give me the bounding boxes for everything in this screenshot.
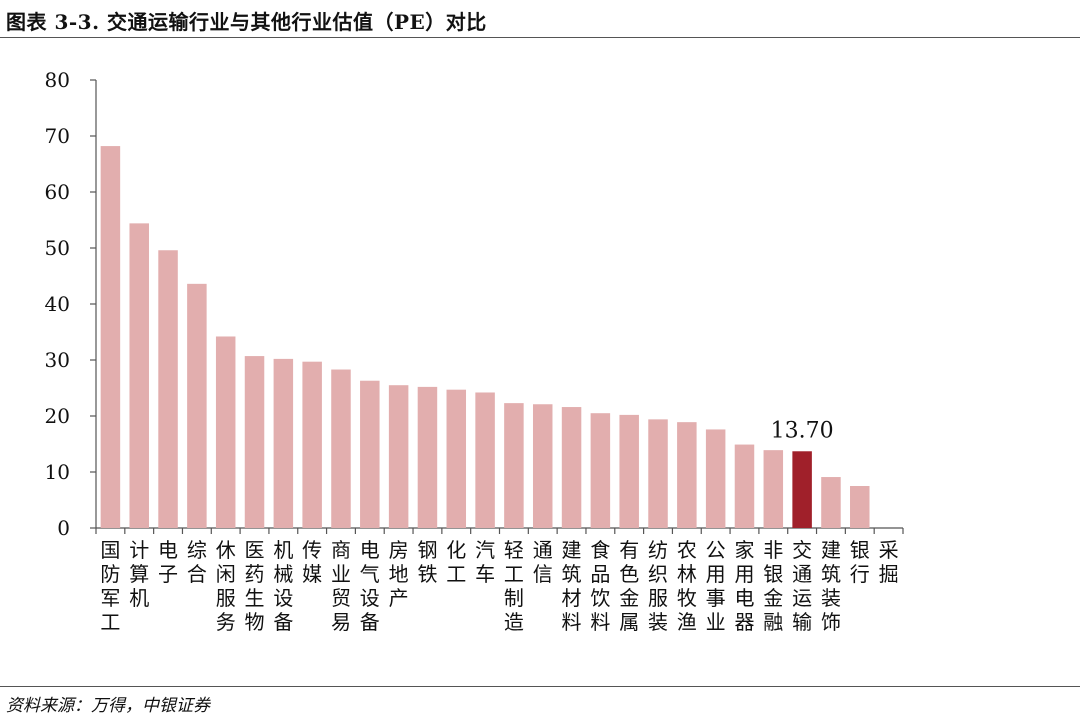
category-label: 银行	[850, 538, 870, 586]
category-labels: 国防军工计算机电子综合休闲服务医药生物机械设备传媒商业贸易电气设备房地产钢铁化工…	[100, 538, 898, 634]
bar-12	[417, 386, 438, 528]
bar-26	[821, 477, 841, 528]
y-tick-label: 20	[45, 404, 70, 428]
bar-11	[388, 385, 409, 528]
category-label: 综合	[187, 538, 207, 586]
category-label: 医药生物	[245, 538, 265, 634]
x-axis	[95, 527, 904, 534]
category-label: 纺织服装	[648, 538, 668, 634]
chart-title: 图表 3-3. 交通运输行业与其他行业估值（PE）对比	[6, 10, 487, 34]
y-tick-label: 60	[45, 180, 70, 204]
category-label: 机械设备	[273, 538, 293, 634]
category-label: 公用事业	[706, 538, 726, 634]
bar-chart: 0 10 20 30 40 50 60 70 80 国防军工计算机电子综合休闲服务医药生物机械设…	[45, 68, 904, 634]
bar-3	[158, 250, 178, 529]
bar-24	[763, 450, 784, 528]
bar-15	[504, 403, 524, 528]
bar-9	[331, 369, 351, 528]
category-label: 有色金属	[619, 538, 639, 634]
category-label: 电气设备	[360, 538, 380, 634]
category-label: 采掘	[879, 538, 899, 586]
title-divider	[0, 37, 1080, 38]
bar-5	[215, 336, 236, 528]
category-label: 农林牧渔	[677, 538, 697, 634]
y-tick-label: 80	[45, 68, 70, 92]
bar-8	[302, 361, 322, 528]
bar-7	[273, 358, 294, 528]
bar-21	[677, 422, 697, 528]
bar-4	[187, 283, 207, 528]
category-label: 轻工制造	[504, 538, 524, 634]
bar-19	[619, 414, 639, 528]
y-tick-label: 30	[45, 348, 70, 372]
y-tick-label: 50	[45, 236, 70, 260]
y-tick-label: 0	[57, 516, 70, 540]
bar-18	[590, 413, 611, 528]
bars	[100, 146, 870, 529]
category-label: 化工	[446, 538, 466, 586]
category-label: 通信	[533, 538, 553, 586]
category-label: 建筑装饰	[821, 538, 841, 634]
category-label: 电子	[158, 538, 178, 586]
category-label: 国防军工	[100, 538, 120, 634]
bar-20	[648, 419, 668, 528]
y-axis: 0 10 20 30 40 50 60 70 80	[45, 68, 97, 540]
data-label: 13.70	[771, 418, 834, 443]
bar-14	[475, 392, 495, 528]
category-label: 家用电器	[734, 538, 754, 634]
category-label: 休闲服务	[216, 538, 236, 634]
bar-23	[734, 444, 755, 528]
bar-13	[446, 389, 467, 528]
bar-10	[360, 380, 380, 528]
bar-2	[129, 223, 149, 529]
category-label: 钢铁	[417, 538, 437, 586]
bar-1	[100, 146, 121, 528]
category-label: 建筑材料	[562, 538, 582, 634]
annotations: 13.70	[771, 418, 834, 443]
y-tick-label: 40	[45, 292, 70, 316]
bar-16	[532, 404, 553, 528]
category-label: 计算机	[129, 538, 149, 610]
category-label: 商业贸易	[331, 538, 351, 634]
source-note: 资料来源：万得，中银证券	[6, 696, 210, 716]
y-tick-label: 70	[45, 124, 70, 148]
bar-22	[705, 429, 726, 528]
y-tick-label: 10	[45, 460, 70, 484]
footer-divider	[0, 686, 1080, 687]
bar-25	[792, 451, 812, 528]
bar-27	[850, 486, 870, 528]
category-label: 汽车	[475, 538, 495, 586]
bar-6	[244, 356, 265, 528]
category-label: 非银金融	[763, 538, 783, 634]
category-label: 交通运输	[792, 538, 812, 634]
category-label: 食品饮料	[590, 538, 610, 634]
bar-17	[561, 407, 582, 528]
category-label: 房地产	[389, 538, 409, 610]
category-label: 传媒	[302, 538, 322, 586]
